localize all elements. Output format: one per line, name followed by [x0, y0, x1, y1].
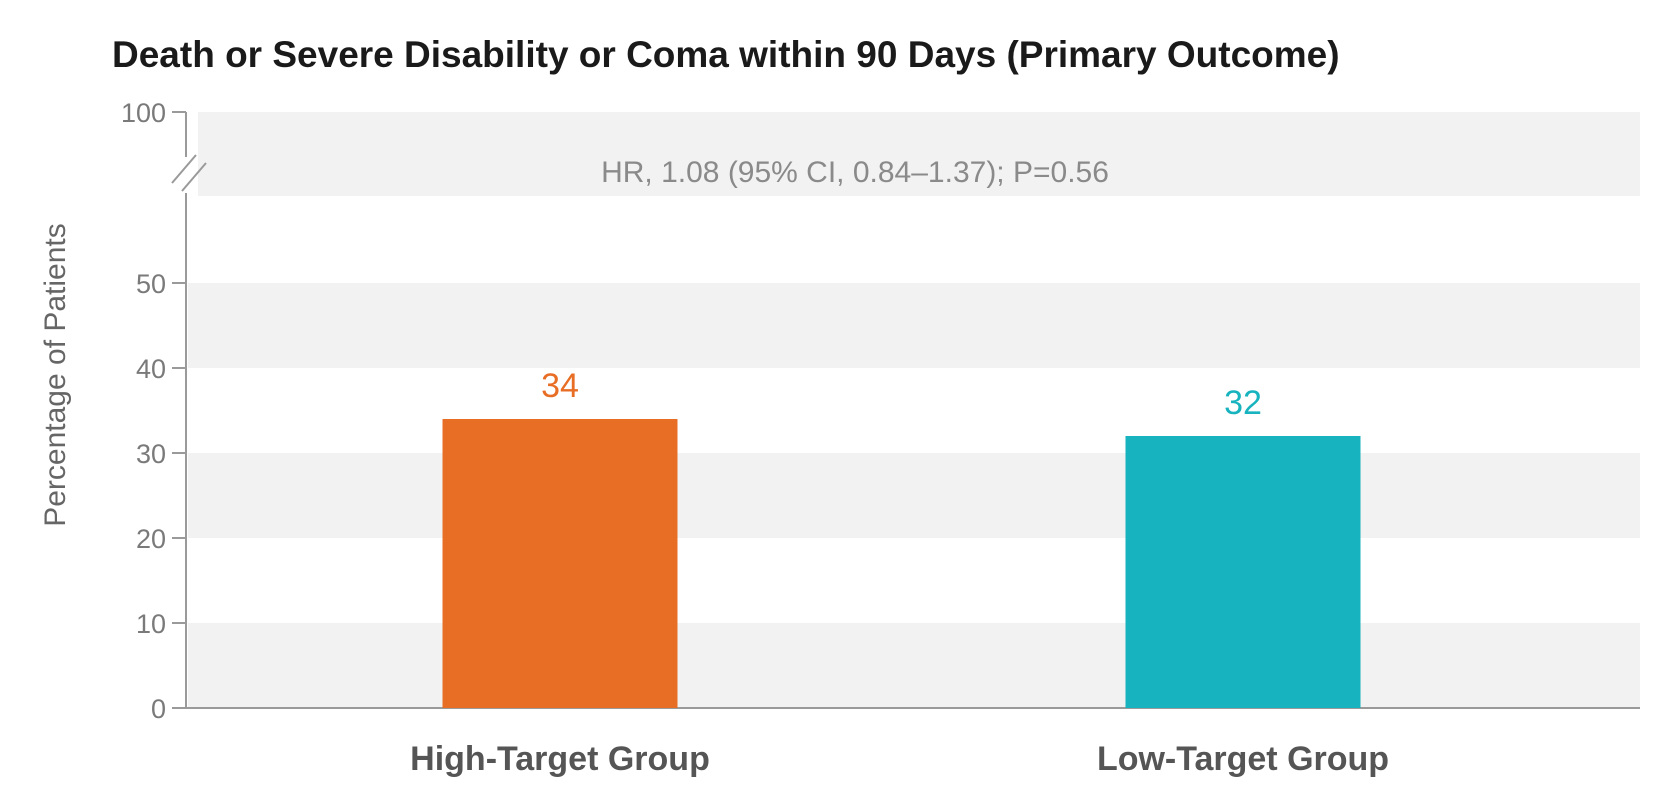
y-tick-label: 20 [136, 524, 166, 554]
grid-band [188, 623, 1640, 708]
x-category-label: Low-Target Group [1097, 740, 1389, 778]
grid-band-upper [198, 112, 1640, 196]
bar-1 [442, 419, 678, 708]
bars: 34 32 [442, 367, 1361, 708]
axis-break-mark [171, 154, 197, 184]
bar-value-label: 32 [1224, 384, 1262, 422]
x-category-label: High-Target Group [410, 740, 710, 778]
y-tick-label: 10 [136, 609, 166, 639]
y-tick-label: 50 [136, 269, 166, 299]
y-tick-label: 40 [136, 354, 166, 384]
y-tick-label: 30 [136, 439, 166, 469]
x-axis: High-Target Group Low-Target Group [186, 707, 1640, 778]
chart-title: Death or Severe Disability or Coma withi… [112, 34, 1340, 75]
grid-band [188, 283, 1640, 368]
y-axis-label: Percentage of Patients [39, 223, 72, 527]
axis-break-mark [181, 162, 207, 192]
bar-value-label: 34 [541, 367, 579, 405]
y-tick-label: 100 [121, 98, 166, 128]
grid-band [188, 453, 1640, 538]
grid-bands [188, 112, 1640, 708]
y-axis: Percentage of Patients 0 10 20 30 40 50 100 [39, 98, 207, 724]
y-tick-label: 0 [151, 694, 166, 724]
bar-2 [1125, 436, 1361, 708]
hazard-ratio-annotation: HR, 1.08 (95% CI, 0.84–1.37); P=0.56 [601, 156, 1109, 189]
